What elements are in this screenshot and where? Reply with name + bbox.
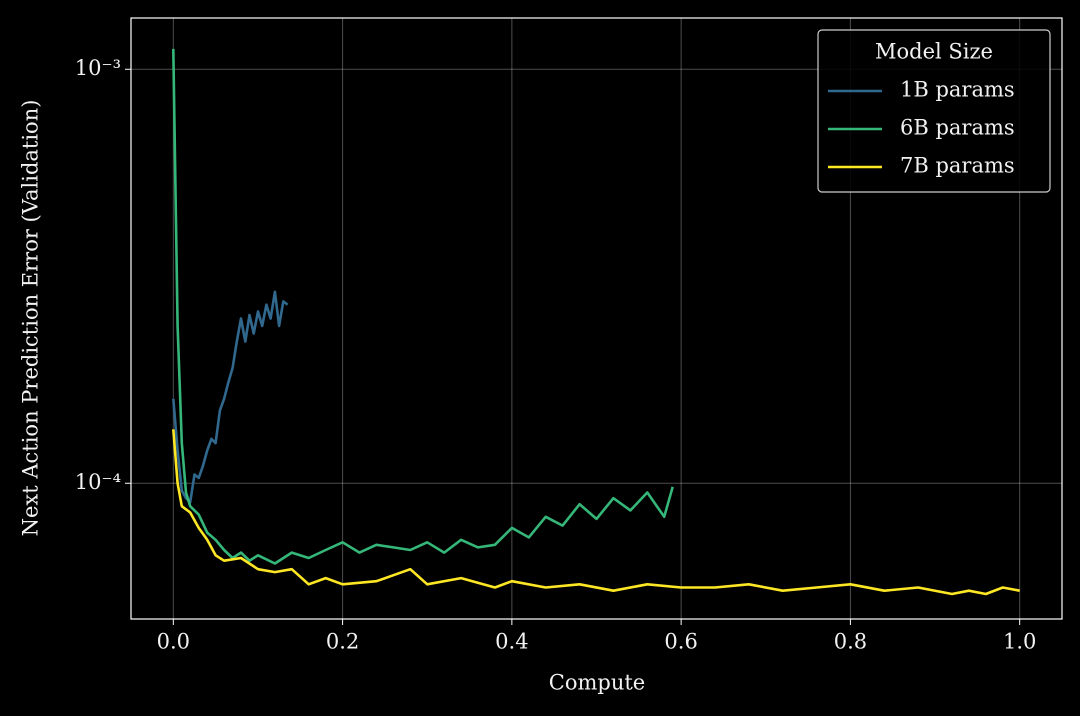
x-axis-label: Compute (549, 671, 645, 695)
y-axis-label: Next Action Prediction Error (Validation… (19, 100, 43, 537)
legend-box (817, 29, 1051, 193)
series-line (172, 48, 674, 565)
y-tick-label: 10⁻⁴ (75, 470, 121, 494)
x-tick-label: 0.2 (326, 630, 359, 654)
legend-title: Model Size (875, 40, 993, 64)
legend-label: 1B params (900, 78, 1015, 102)
legend-label: 6B params (900, 116, 1015, 140)
x-tick-label: 0.0 (157, 630, 190, 654)
x-tick-label: 0.6 (664, 630, 697, 654)
plot-frame (130, 17, 1063, 620)
series-line (172, 429, 1020, 596)
series-line (172, 290, 289, 504)
x-tick-label: 0.8 (834, 630, 867, 654)
legend-label: 7B params (900, 154, 1015, 178)
x-tick-label: 0.4 (495, 630, 528, 654)
y-tick-label: 10⁻³ (75, 56, 121, 80)
x-tick-label: 1.0 (1003, 630, 1036, 654)
